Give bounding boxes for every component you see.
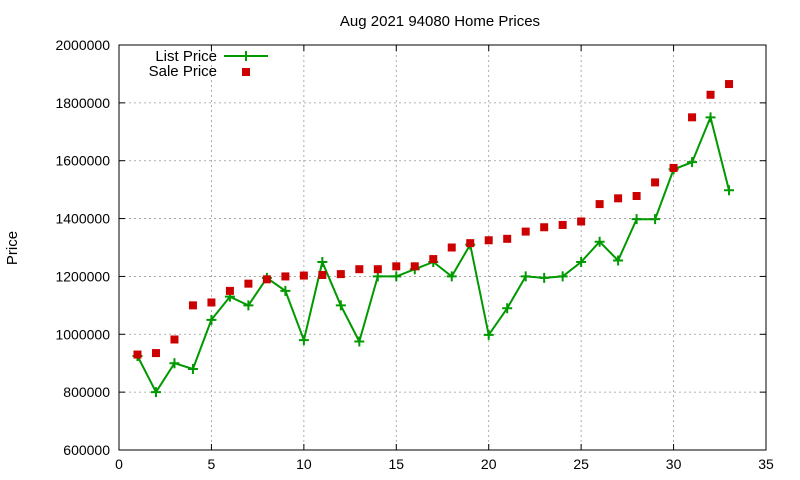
sale-price-point bbox=[225, 286, 234, 295]
list-price-point bbox=[520, 271, 531, 282]
y-tick-label: 600000 bbox=[63, 442, 110, 458]
y-tick-label: 1800000 bbox=[55, 95, 110, 111]
list-price-point bbox=[705, 112, 716, 123]
y-tick-label: 800000 bbox=[63, 384, 110, 400]
list-price-point bbox=[150, 387, 161, 398]
list-price-point bbox=[557, 271, 568, 282]
y-tick-label: 2000000 bbox=[55, 37, 110, 53]
x-tick-label: 10 bbox=[296, 456, 312, 472]
sale-price-point bbox=[706, 90, 715, 99]
sale-price-point bbox=[318, 270, 327, 279]
sale-price-point bbox=[521, 227, 530, 236]
list-price-point bbox=[206, 314, 217, 325]
list-price-point bbox=[613, 255, 624, 266]
x-tick-label: 25 bbox=[573, 456, 589, 472]
x-tick-label: 35 bbox=[758, 456, 774, 472]
list-price-point bbox=[354, 336, 365, 347]
sale-price-point bbox=[188, 301, 197, 310]
list-price-point bbox=[687, 157, 698, 168]
plot-frame bbox=[118, 44, 767, 451]
list-price-point bbox=[391, 271, 402, 282]
y-axis-label: Price bbox=[4, 231, 21, 265]
x-tick-label: 15 bbox=[388, 456, 404, 472]
chart-title: Aug 2021 94080 Home Prices bbox=[340, 13, 540, 30]
legend-marker-sale-price bbox=[242, 68, 250, 76]
series-line-list-price bbox=[136, 114, 730, 395]
legend-label-sale-price: Sale Price bbox=[149, 63, 217, 80]
legend: List Price Sale Price bbox=[149, 48, 268, 80]
sale-price-point bbox=[151, 349, 160, 358]
list-price-point bbox=[631, 214, 642, 225]
sale-price-point bbox=[281, 272, 290, 281]
list-price-point bbox=[280, 285, 291, 296]
x-tick-label: 30 bbox=[666, 456, 682, 472]
sale-price-point bbox=[669, 163, 678, 172]
sale-price-point bbox=[466, 239, 475, 248]
sale-price-point bbox=[410, 262, 419, 271]
sale-price-point bbox=[540, 223, 549, 232]
list-price-point bbox=[539, 272, 550, 283]
sale-price-point bbox=[688, 113, 697, 122]
sale-price-point bbox=[392, 262, 401, 271]
sale-price-point bbox=[207, 298, 216, 307]
series-layer bbox=[132, 80, 735, 398]
list-price-point bbox=[446, 271, 457, 282]
sale-price-point bbox=[447, 243, 456, 252]
sale-price-point bbox=[651, 178, 660, 187]
sale-price-point bbox=[484, 236, 493, 245]
y-tick-label: 1200000 bbox=[55, 268, 110, 284]
list-price-point bbox=[298, 335, 309, 346]
legend-label-list-price: List Price bbox=[155, 48, 217, 65]
sale-price-point bbox=[244, 279, 253, 288]
list-price-point bbox=[243, 300, 254, 311]
list-price-point bbox=[317, 256, 328, 267]
list-price-point bbox=[650, 214, 661, 225]
y-tick-label: 1400000 bbox=[55, 211, 110, 227]
y-tick-label: 1000000 bbox=[55, 326, 110, 342]
x-tick-label: 20 bbox=[481, 456, 497, 472]
sale-price-point bbox=[299, 271, 308, 280]
sale-price-point bbox=[355, 265, 364, 274]
axis-ticks: 0 5 10 15 20 25 30 35 600000 800000 1000000 1200000… bbox=[55, 37, 774, 472]
list-price-point bbox=[335, 300, 346, 311]
list-price-point bbox=[169, 358, 180, 369]
list-price-point bbox=[502, 303, 513, 314]
sale-price-point bbox=[614, 194, 623, 203]
sale-price-point bbox=[503, 234, 512, 243]
sale-price-point bbox=[558, 220, 567, 229]
legend-marker-list-price bbox=[241, 51, 251, 61]
sale-price-point bbox=[429, 255, 438, 264]
sale-price-point bbox=[336, 270, 345, 279]
x-tick-label: 0 bbox=[115, 456, 123, 472]
sale-price-point bbox=[577, 217, 586, 226]
x-tick-label: 5 bbox=[208, 456, 216, 472]
sale-price-point bbox=[170, 335, 179, 344]
list-price-point bbox=[576, 256, 587, 267]
sale-price-point bbox=[595, 200, 604, 209]
list-price-point bbox=[187, 364, 198, 374]
sale-price-point bbox=[373, 265, 382, 274]
list-price-point bbox=[594, 236, 605, 247]
sale-price-point bbox=[133, 350, 142, 359]
list-price-point bbox=[724, 185, 735, 196]
grid bbox=[119, 45, 766, 450]
sale-price-point bbox=[262, 275, 271, 284]
y-tick-label: 1600000 bbox=[55, 153, 110, 169]
sale-price-point bbox=[632, 192, 641, 201]
sale-price-point bbox=[725, 80, 734, 89]
list-price-point bbox=[483, 329, 494, 340]
